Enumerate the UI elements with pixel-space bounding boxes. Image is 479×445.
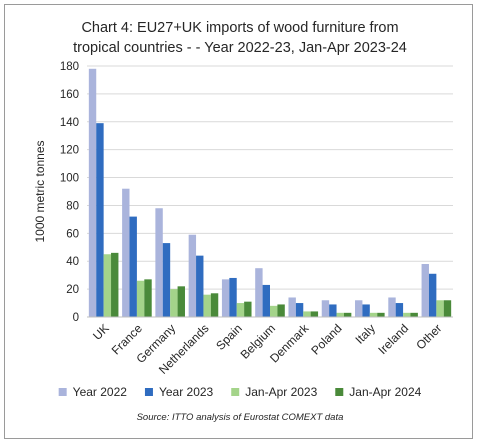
bar-netherlands-jan-apr-2023 <box>203 294 211 317</box>
bar-denmark-year-2022 <box>288 297 296 317</box>
legend-swatch <box>335 388 344 396</box>
legend-label: Jan-Apr 2023 <box>245 385 317 399</box>
bar-france-year-2023 <box>129 216 137 317</box>
bar-italy-year-2023 <box>362 304 370 317</box>
chart-title-line-1: Chart 4: EU27+UK imports of wood furnitu… <box>81 20 398 36</box>
bar-uk-year-2023 <box>96 123 104 317</box>
bar-belgium-year-2022 <box>255 268 263 317</box>
legend-swatch <box>58 388 67 396</box>
bar-other-jan-apr-2023 <box>436 300 444 317</box>
bar-uk-year-2022 <box>88 68 97 318</box>
bar-italy-year-2022 <box>355 300 363 317</box>
y-axis-ticks: 0 20 40 60 80 100 120 140 160 180 <box>60 61 79 324</box>
y-tick-label: 60 <box>66 228 79 240</box>
bar-italy-jan-apr-2024 <box>377 312 385 317</box>
bar-france-year-2022 <box>122 188 130 317</box>
y-tick-label: 20 <box>66 284 79 296</box>
bar-ireland-year-2022 <box>388 297 396 317</box>
legend-label: Jan-Apr 2024 <box>349 385 421 399</box>
bar-poland-jan-apr-2024 <box>343 312 352 317</box>
bar-denmark-jan-apr-2024 <box>310 311 319 317</box>
bar-netherlands-year-2022 <box>188 234 197 317</box>
bar-italy-jan-apr-2023 <box>369 312 378 317</box>
y-axis-label: 1000 metric tonnes <box>33 140 47 242</box>
x-category-label: Italy <box>352 321 377 346</box>
chart-title-line-2: tropical countries - - Year 2022-23, Jan… <box>73 40 407 56</box>
bar-ireland-jan-apr-2024 <box>410 312 418 317</box>
bar-netherlands-jan-apr-2024 <box>210 293 219 317</box>
bar-spain-year-2023 <box>229 277 237 317</box>
gridlines <box>87 65 453 290</box>
bar-france-jan-apr-2023 <box>136 280 145 317</box>
y-tick-label: 100 <box>60 173 79 185</box>
y-tick-label: 0 <box>73 312 79 324</box>
bars <box>88 68 452 318</box>
legend-label: Year 2022 <box>73 385 128 399</box>
y-tick-label: 40 <box>66 256 79 268</box>
bar-germany-jan-apr-2024 <box>177 286 185 317</box>
bar-france-jan-apr-2024 <box>144 279 152 317</box>
bar-belgium-year-2023 <box>262 284 270 317</box>
chart-title: Chart 4: EU27+UK imports of wood furnitu… <box>73 20 407 56</box>
bar-denmark-jan-apr-2023 <box>303 311 311 317</box>
x-category-label: Other <box>413 321 444 352</box>
bar-ireland-jan-apr-2023 <box>403 312 411 317</box>
y-tick-label: 180 <box>60 61 79 73</box>
bar-ireland-year-2023 <box>395 303 404 317</box>
bar-netherlands-year-2023 <box>196 255 204 317</box>
bar-poland-year-2023 <box>329 304 337 317</box>
legend: Year 2022 Year 2023 Jan-Apr 2023 Jan-Apr 20… <box>58 385 422 399</box>
y-tick-label: 120 <box>60 145 79 157</box>
y-tick-label: 140 <box>60 117 79 129</box>
bar-spain-year-2022 <box>221 279 230 317</box>
bar-belgium-jan-apr-2024 <box>277 304 285 317</box>
x-category-label: Poland <box>308 321 344 357</box>
bar-other-jan-apr-2024 <box>443 300 452 317</box>
legend-swatch <box>231 388 240 396</box>
y-tick-label: 160 <box>60 89 79 101</box>
y-tick-label: 80 <box>66 200 79 212</box>
bar-germany-jan-apr-2023 <box>170 289 178 317</box>
bar-uk-jan-apr-2024 <box>111 252 119 317</box>
chart-frame <box>4 4 473 439</box>
bar-poland-year-2022 <box>321 300 330 317</box>
bar-uk-jan-apr-2023 <box>103 254 112 317</box>
bar-other-year-2022 <box>421 264 429 317</box>
bar-other-year-2023 <box>428 273 437 317</box>
bar-denmark-year-2023 <box>295 303 304 317</box>
source-note: Source: ITTO analysis of Eurostat COMEXT… <box>137 412 344 423</box>
bar-belgium-jan-apr-2023 <box>270 305 278 317</box>
bar-germany-year-2023 <box>162 243 171 317</box>
x-category-label: Ireland <box>375 321 411 357</box>
bar-spain-jan-apr-2023 <box>236 303 245 317</box>
legend-swatch <box>144 388 153 396</box>
bar-poland-jan-apr-2023 <box>336 312 344 317</box>
bar-germany-year-2022 <box>155 208 163 317</box>
legend-label: Year 2023 <box>159 385 214 399</box>
x-category-label: UK <box>90 321 112 343</box>
bar-spain-jan-apr-2024 <box>244 301 252 317</box>
